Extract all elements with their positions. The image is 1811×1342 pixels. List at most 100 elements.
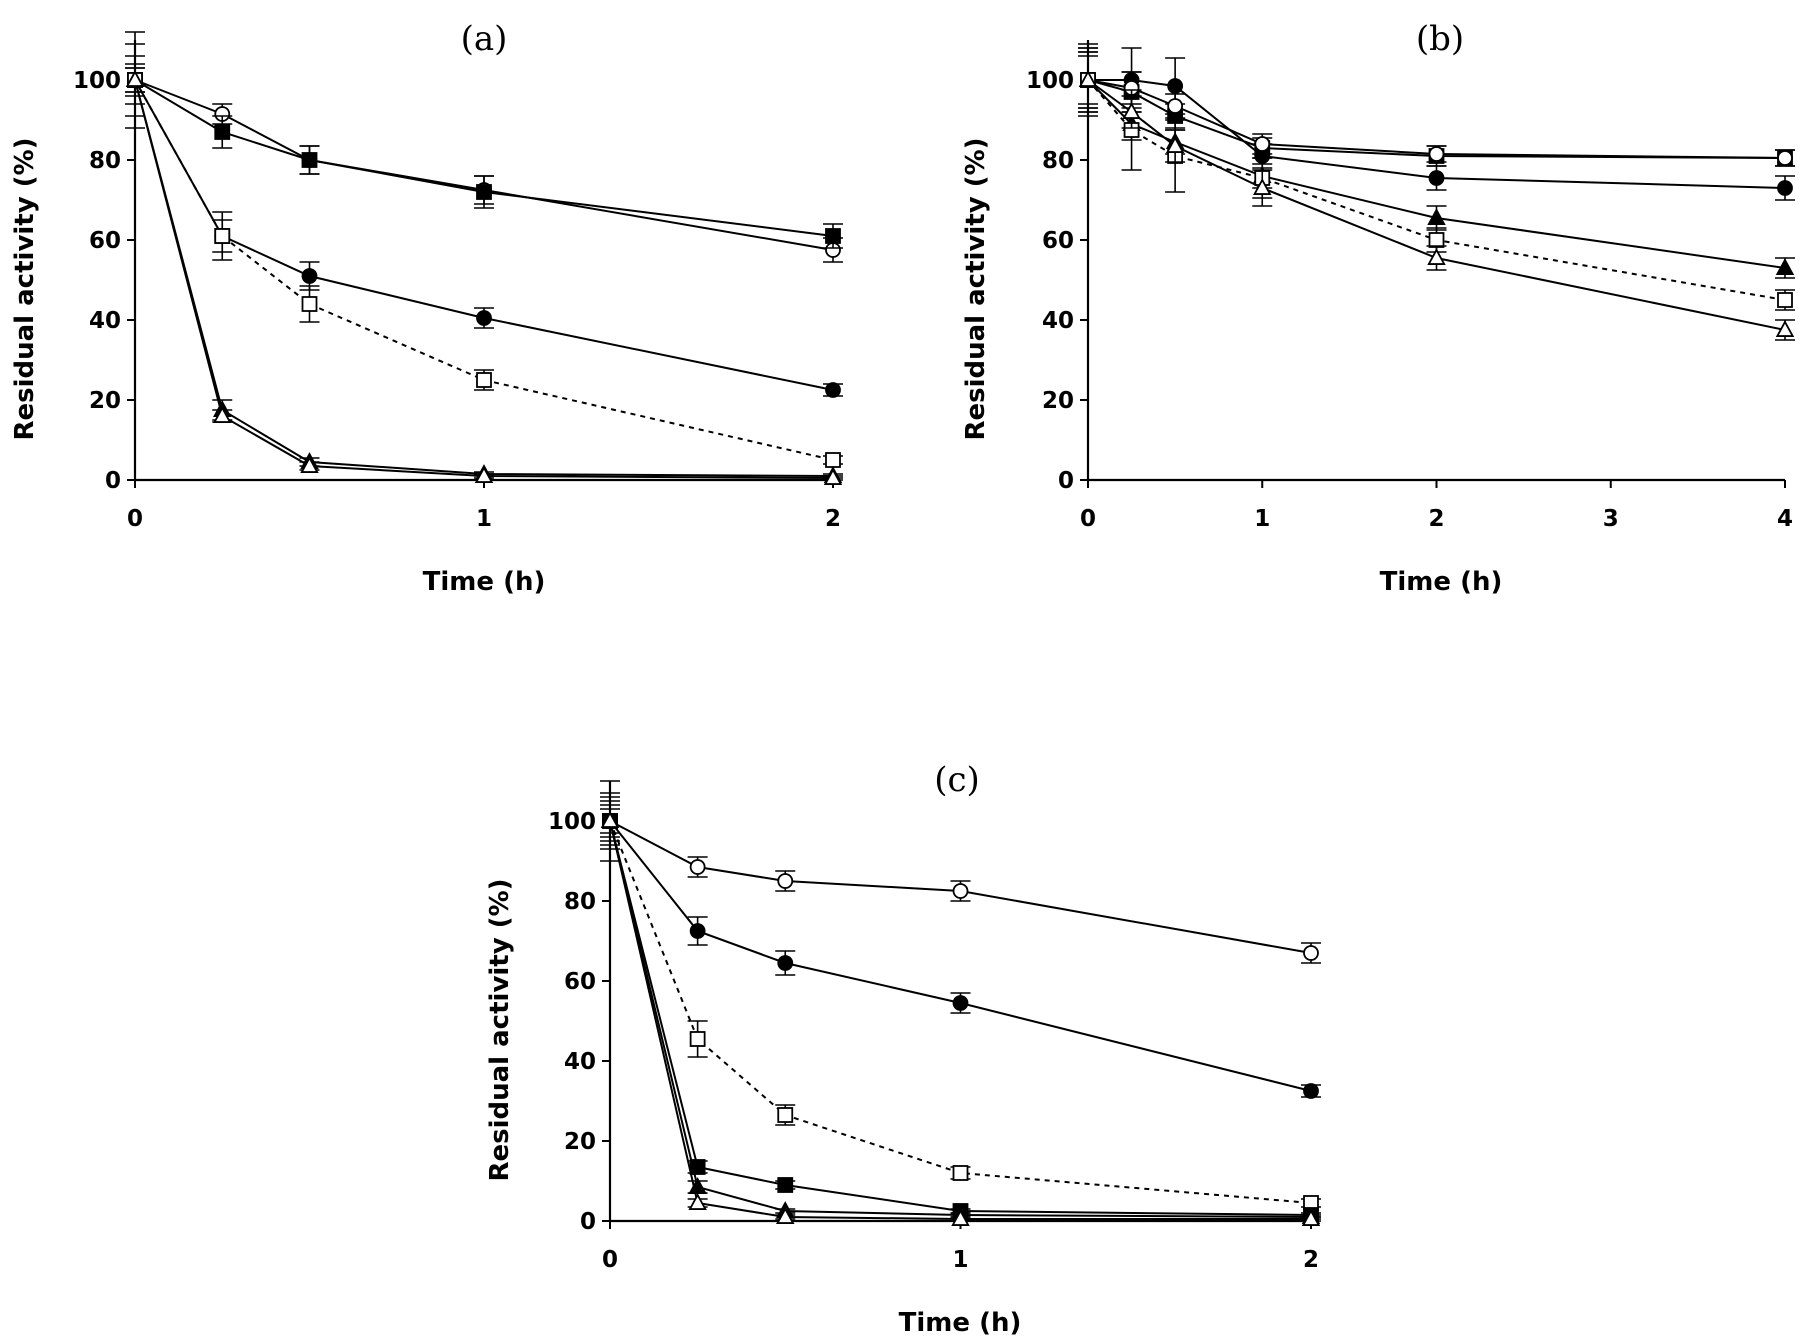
panel-b-series-6-point (1165, 136, 1185, 153)
panel-c-series-1 (600, 792, 1321, 964)
panel-a-ytick-label: 100 (73, 68, 121, 94)
panel-b-series-6-line (1087, 79, 1786, 331)
panel-b-series-3-point (1167, 98, 1184, 114)
panel-a-series-6-line (134, 79, 834, 477)
panel-c-series-4-point (777, 1177, 794, 1193)
panel-b-series-5-point (1777, 292, 1793, 308)
panel-c-series-6-point (776, 1207, 795, 1224)
panel-a-xtick-label: 1 (476, 506, 492, 532)
panel-b-series-6-point (1253, 178, 1272, 195)
panel-b-plot: 0 20 40 60 80 100 0 1 2 3 4 (1026, 40, 1795, 532)
panel-a: (a) Time (h) Residual activity (%) 02040… (10, 19, 843, 597)
panel-a-xlabel: Time (h) (423, 567, 546, 597)
panel-c-series-4-line (609, 820, 1312, 1216)
panel-c-ytick-label: 100 (548, 809, 596, 835)
panel-c-ytick-label: 80 (564, 889, 596, 915)
panel-b-series-3-point (1777, 150, 1793, 166)
panel-b-series-5-point (1428, 232, 1445, 248)
panel-c-series-2-point (689, 923, 706, 939)
panel-c-ytick-label: 20 (564, 1129, 596, 1155)
panel-b-ytick-label: 20 (1042, 388, 1074, 414)
panel-c-series-6-point (1301, 1209, 1321, 1226)
panel-a-xtick-label: 0 (127, 506, 143, 532)
panel-c-plot: 0 20 40 60 80 100 0 1 2 (548, 780, 1321, 1273)
panel-c-ytick-label: 60 (564, 969, 596, 995)
panel-a-series-7-point (823, 468, 843, 485)
panel-b: (b) Time (h) Residual activity (%) 02040… (961, 19, 1795, 597)
panel-a-ytick-label: 80 (89, 148, 121, 174)
panel-a-series-5-point (476, 372, 492, 388)
panel-b-series-3-point (1428, 146, 1445, 162)
panel-b-xlabel: Time (h) (1380, 567, 1503, 597)
panel-c-series-6-point (688, 1193, 707, 1210)
panel-c-series-2-point (777, 955, 794, 971)
panel-b-series-3 (1078, 51, 1795, 167)
panel-c-series-2 (600, 780, 1321, 1099)
panel-c-series-2-point (1303, 1083, 1319, 1099)
panel-a-ytick-label: 0 (105, 468, 121, 494)
panel-c-series-6 (600, 808, 1321, 1226)
panel-a-series-7-point (300, 456, 319, 473)
panel-c-series-1-point (952, 883, 969, 899)
panel-b-xtick-label: 0 (1080, 506, 1096, 532)
panel-b-series-4-point (1775, 258, 1795, 275)
panel-a-series-2-point (301, 152, 318, 168)
panel-a-series-2-point (476, 184, 492, 200)
panel-a-series-4-line (221, 235, 834, 391)
panel-a-series-5-point (301, 296, 318, 312)
panel-b-ytick-label: 100 (1026, 68, 1074, 94)
panel-b-series-4-point (1427, 208, 1446, 225)
panel-a-series-2 (125, 43, 843, 249)
panel-a-series-2-line (134, 79, 834, 237)
panel-a-series-7-point (213, 406, 232, 423)
panel-a-series-7-point (125, 70, 145, 87)
panel-a-series-2-point (825, 228, 841, 244)
panel-c-series-2-point (952, 995, 969, 1011)
panel-c-series-2-line (609, 820, 1312, 1092)
panel-c-title: (c) (934, 760, 980, 800)
panel-a-series-4-point (301, 268, 318, 284)
panel-b-series-6-point (1078, 70, 1098, 87)
panel-a-title: (a) (461, 19, 508, 59)
panel-b-xtick-label: 3 (1603, 506, 1619, 532)
panel-c-series-1-point (1303, 945, 1319, 961)
panel-b-ytick-label: 40 (1042, 308, 1074, 334)
panel-b-ytick-label: 80 (1042, 148, 1074, 174)
panel-b-xtick-label: 1 (1254, 506, 1270, 532)
panel-b-series-6 (1078, 55, 1795, 341)
panel-a-series-5 (125, 63, 843, 468)
panel-a-plot: 0 20 40 60 80 100 0 1 2 (73, 31, 843, 532)
panel-c-series-6-point (951, 1209, 970, 1226)
panel-a-series-7-point (474, 466, 494, 483)
panel-c-ytick-label: 0 (580, 1209, 596, 1235)
panel-c-series-3-point (777, 1107, 794, 1123)
panel-a-series-1-line (134, 79, 834, 251)
panel-c-xlabel: Time (h) (899, 1308, 1022, 1338)
panel-a-series-5-point (214, 228, 231, 244)
panel-a-series-7-line (134, 79, 834, 479)
panel-a-series-7 (125, 67, 843, 485)
panel-b-series-6-point (1122, 102, 1141, 119)
panel-a-series-4-point (825, 382, 841, 398)
panel-a-ytick-label: 20 (89, 388, 121, 414)
panel-c-series-6-point (600, 811, 620, 828)
panel-a-series-4-point (476, 310, 492, 326)
panel-b-series-6-point (1427, 248, 1446, 265)
panel-c-xtick-label: 0 (602, 1247, 618, 1273)
panel-a-series-1 (125, 55, 843, 263)
panel-b-series-1-point (1777, 180, 1793, 196)
panel-b-series-1-point (1167, 78, 1184, 94)
panel-c-series-1-point (689, 859, 706, 875)
panel-c-ylabel: Residual activity (%) (485, 878, 515, 1181)
panel-c-xtick-label: 1 (952, 1247, 968, 1273)
panel-b-series-1 (1078, 47, 1795, 201)
panel-b-xtick-label: 4 (1777, 506, 1793, 532)
panel-a-ytick-label: 40 (89, 308, 121, 334)
panel-a-xtick-label: 2 (825, 506, 841, 532)
panel-b-series-3-point (1254, 136, 1271, 152)
panel-b-xtick-label: 2 (1428, 506, 1444, 532)
panel-a-series-3-line (134, 79, 224, 237)
panel-b-ytick-label: 60 (1042, 228, 1074, 254)
panel-a-series-5-point (825, 452, 841, 468)
